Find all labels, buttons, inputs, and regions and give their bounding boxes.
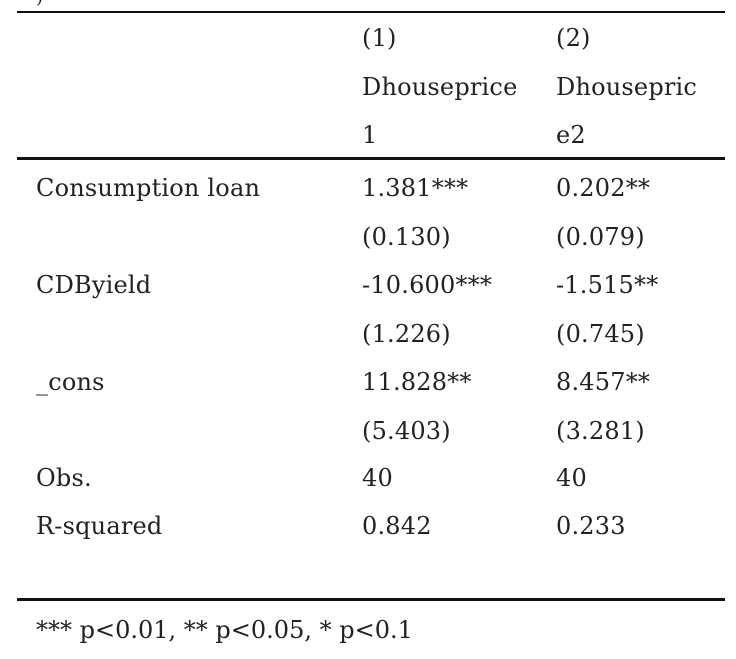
coefficient-cell: 11.828** [362, 368, 472, 396]
standard-error-cell: (5.403) [362, 417, 451, 445]
row-label: Consumption loan [36, 174, 261, 202]
column-2-number: (2) [556, 24, 591, 52]
column-1-name-continued: 1 [362, 121, 378, 149]
standard-error-cell: (0.745) [556, 320, 645, 348]
standard-error-cell: (0.079) [556, 223, 645, 251]
row-label: Obs. [36, 464, 92, 492]
coefficient-cell: -1.515** [556, 271, 659, 299]
row-label: CDByield [36, 271, 152, 299]
observations-cell: 40 [362, 464, 393, 492]
standard-error-cell: (3.281) [556, 417, 645, 445]
coefficient-cell: 1.381*** [362, 174, 469, 202]
row-label: _cons [36, 368, 105, 396]
coefficient-cell: -10.600*** [362, 271, 493, 299]
r-squared-cell: 0.233 [556, 512, 626, 540]
table-bottom-rule [17, 598, 725, 601]
column-2-name-continued: e2 [556, 121, 586, 149]
standard-error-cell: (1.226) [362, 320, 451, 348]
r-squared-cell: 0.842 [362, 512, 432, 540]
significance-footnote: *** p<0.01, ** p<0.05, * p<0.1 [36, 616, 413, 644]
header-rule [17, 157, 725, 160]
table-top-rule [17, 11, 725, 13]
observations-cell: 40 [556, 464, 587, 492]
cropped-paren-mark: ) [36, 0, 43, 8]
column-1-number: (1) [362, 24, 397, 52]
column-2-name: Dhousepric [556, 73, 698, 101]
coefficient-cell: 0.202** [556, 174, 651, 202]
standard-error-cell: (0.130) [362, 223, 451, 251]
column-1-name: Dhouseprice [362, 73, 518, 101]
coefficient-cell: 8.457** [556, 368, 651, 396]
row-label: R-squared [36, 512, 163, 540]
